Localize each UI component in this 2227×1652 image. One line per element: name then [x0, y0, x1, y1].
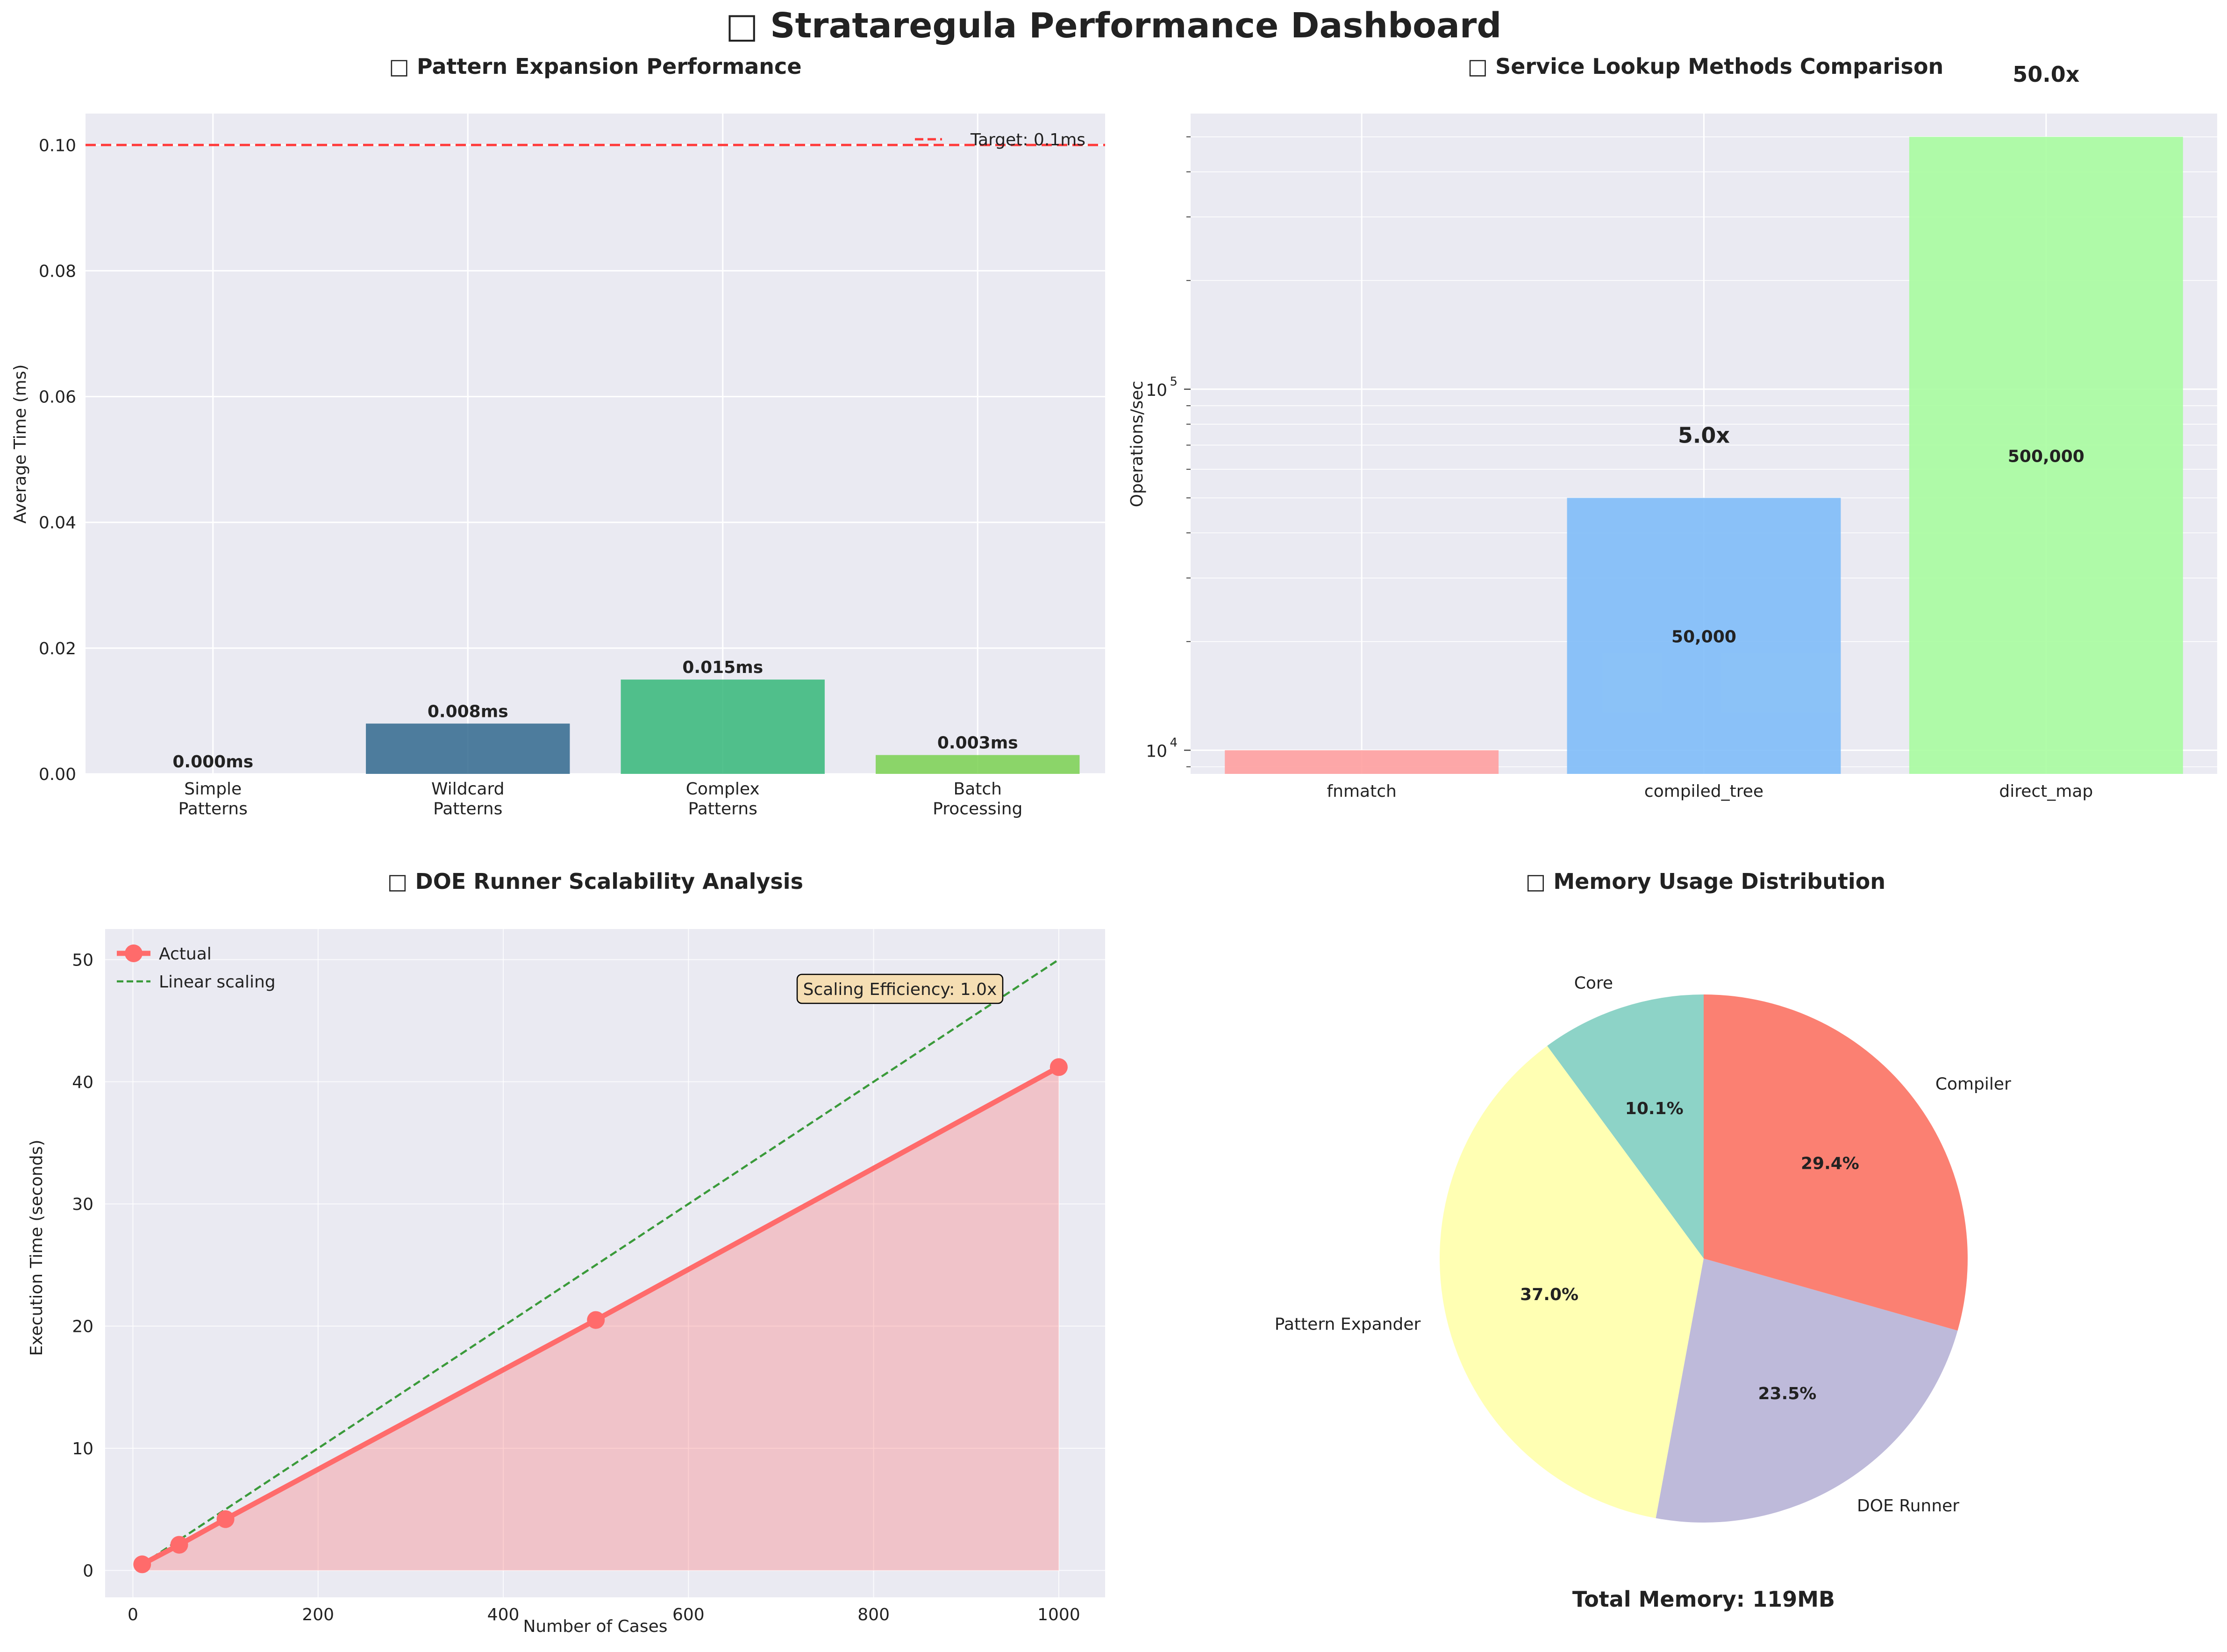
x-axis-label: Number of Cases — [523, 1617, 667, 1636]
y-tick-label: 0.10 — [39, 136, 76, 155]
pie-label: DOE Runner — [1857, 1496, 1959, 1516]
series-line-linear — [142, 958, 1060, 1566]
chart-title: □ Service Lookup Methods Comparison — [1468, 54, 1944, 79]
data-point — [133, 1555, 151, 1573]
x-tick-label: Complex Patterns — [686, 780, 760, 818]
bar — [876, 755, 1080, 774]
bar-value-label: 0.000ms — [172, 752, 253, 772]
annotation-box — [796, 973, 1004, 1004]
pie-pct-label: 23.5% — [1758, 1384, 1816, 1403]
x-tick-label: fnmatch — [1327, 782, 1396, 801]
pie-pct-label: 37.0% — [1520, 1285, 1578, 1304]
x-tick-label: Wildcard Patterns — [431, 780, 505, 818]
x-tick-label: Batch Processing — [933, 780, 1022, 818]
bar — [366, 723, 570, 774]
bar — [1225, 750, 1499, 774]
x-tick-label: direct_map — [1999, 782, 2093, 801]
y-tick-label: 0.02 — [39, 639, 76, 658]
x-tick-label: 800 — [857, 1605, 890, 1624]
y-axis-label: Operations/sec — [1128, 381, 1147, 508]
y-tick-label: 0 — [83, 1561, 93, 1580]
legend-marker — [125, 944, 143, 962]
pie-slice — [1656, 1259, 1958, 1523]
chart-title: □ DOE Runner Scalability Analysis — [387, 869, 803, 894]
x-tick-label: 0 — [128, 1605, 138, 1624]
y-tick-label: 0.08 — [39, 262, 76, 281]
data-point — [587, 1311, 605, 1329]
x-tick-label: compiled_tree — [1644, 782, 1763, 801]
x-tick-label: 200 — [302, 1605, 334, 1624]
y-tick-label: 10 — [1146, 742, 1167, 761]
doe-scalability-chart: □ DOE Runner Scalability Analysis Execut… — [27, 869, 1105, 1636]
y-tick-label: 30 — [72, 1195, 93, 1214]
bar-value-label: 0.003ms — [937, 734, 1018, 753]
y-tick-exponent: 5 — [1170, 375, 1178, 389]
legend-label: Target: 0.1ms — [970, 130, 1085, 150]
scaling-annotation: Scaling Efficiency: 1.0x — [803, 980, 997, 999]
plot-area — [105, 929, 1105, 1597]
chart-title: □ Memory Usage Distribution — [1526, 869, 1885, 894]
plot-area — [86, 114, 1105, 774]
x-tick-label: 600 — [672, 1605, 705, 1624]
x-tick-label: 1000 — [1037, 1605, 1080, 1624]
speedup-label: 50.0x — [2013, 62, 2079, 87]
y-axis-label: Average Time (ms) — [11, 365, 30, 524]
y-tick-label: 0.06 — [39, 388, 76, 407]
y-tick-label: 10 — [72, 1439, 93, 1459]
bar — [1567, 498, 1841, 774]
data-point — [216, 1510, 235, 1528]
pie-slice — [1439, 1046, 1704, 1518]
data-point — [1049, 1058, 1068, 1076]
pie-label: Pattern Expander — [1275, 1315, 1421, 1334]
pie-slice — [1547, 994, 1704, 1259]
y-tick-label: 0.00 — [39, 765, 76, 784]
data-point — [170, 1536, 188, 1554]
chart-title: □ Pattern Expansion Performance — [389, 54, 801, 79]
pie-footer: Total Memory: 119MB — [1572, 1587, 1835, 1612]
y-tick-exponent: 4 — [1170, 736, 1178, 750]
pie-label: Core — [1574, 974, 1613, 993]
legend-label: Actual — [159, 944, 212, 964]
x-tick-label: 400 — [487, 1605, 520, 1624]
pie-pct-label: 10.1% — [1625, 1099, 1684, 1118]
pattern-expansion-chart: □ Pattern Expansion Performance Average … — [11, 54, 1105, 818]
bar-value-label: 0.015ms — [682, 658, 763, 677]
y-tick-label: 10 — [1146, 381, 1167, 400]
memory-pie-chart: □ Memory Usage Distribution Total Memory… — [1275, 869, 2011, 1612]
service-lookup-chart: □ Service Lookup Methods Comparison Oper… — [1128, 54, 2217, 801]
pie-slice — [1704, 994, 1968, 1331]
pie-label: Compiler — [1935, 1074, 2011, 1094]
y-tick-label: 50 — [72, 951, 93, 970]
x-tick-label: Simple Patterns — [178, 780, 248, 818]
dashboard-title: □ Strataregula Performance Dashboard — [726, 6, 1502, 46]
speedup-label: 5.0x — [1678, 422, 1730, 448]
bar-value-label: 500,000 — [2008, 447, 2084, 466]
legend-label: Linear scaling — [159, 973, 276, 992]
y-axis-label: Execution Time (seconds) — [27, 1140, 46, 1356]
y-tick-label: 40 — [72, 1073, 93, 1092]
y-tick-label: 20 — [72, 1317, 93, 1337]
bar-value-label: 50,000 — [1671, 628, 1736, 647]
bar — [1909, 136, 2183, 774]
pie-pct-label: 29.4% — [1801, 1154, 1859, 1173]
bar-value-label: 0.008ms — [428, 702, 508, 721]
bar — [621, 679, 825, 774]
y-tick-label: 0.04 — [39, 514, 76, 533]
